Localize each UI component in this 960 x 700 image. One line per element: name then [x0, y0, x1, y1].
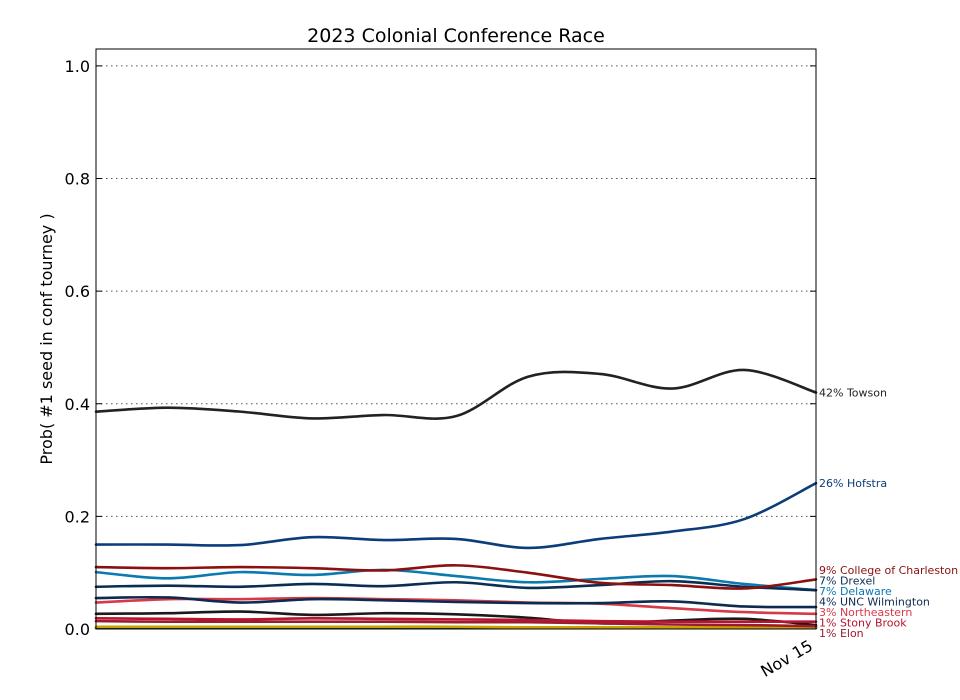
y-tick-label: 0.8 [65, 170, 90, 189]
series-line-series-10 [94, 625, 818, 629]
x-tick-label: Nov 15 [757, 636, 816, 681]
grid [96, 65, 816, 517]
series-labels: 42% Towson 26% Hofstra 9% College of Charl… [819, 386, 958, 640]
series-line-college-of-charleston [94, 564, 818, 590]
series-label-towson: 42% Towson [819, 386, 887, 399]
plot-frame [95, 48, 817, 630]
y-axis-label: Prob( #1 seed in conf tourney ) [37, 213, 56, 464]
series-line-northeastern [94, 596, 818, 616]
series-label-college-of-charleston: 9% College of Charleston [819, 564, 958, 577]
series-line-unc-wilmington [94, 595, 818, 609]
series-line-stony-brook [94, 616, 818, 624]
series-label-hofstra: 26% Hofstra [819, 477, 887, 490]
series-label-delaware: 7% Delaware [819, 585, 892, 598]
y-tick-label: 0.2 [65, 507, 90, 526]
series-lines [94, 368, 818, 630]
y-tick-label: 1.0 [65, 57, 90, 76]
series-label-stony-brook: 1% Stony Brook [819, 617, 907, 630]
series-line-drexel [94, 579, 818, 592]
series-line-elon [94, 619, 818, 628]
series-line-towson [94, 368, 818, 420]
series-line-hofstra [94, 481, 818, 550]
chart-title: 2023 Colonial Conference Race [307, 25, 605, 47]
series-label-northeastern: 3% Northeastern [819, 606, 912, 619]
series-line-delaware [94, 568, 818, 592]
series-line-series-9 [94, 610, 818, 627]
series-label-elon: 1% Elon [819, 627, 864, 640]
series-label-drexel: 7% Drexel [819, 575, 875, 588]
y-tick-label: 0.0 [65, 620, 90, 639]
y-tick-label: 0.6 [65, 282, 90, 301]
y-tick-label: 0.4 [65, 395, 90, 414]
series-label-unc-wilmington: 4% UNC Wilmington [819, 596, 930, 609]
